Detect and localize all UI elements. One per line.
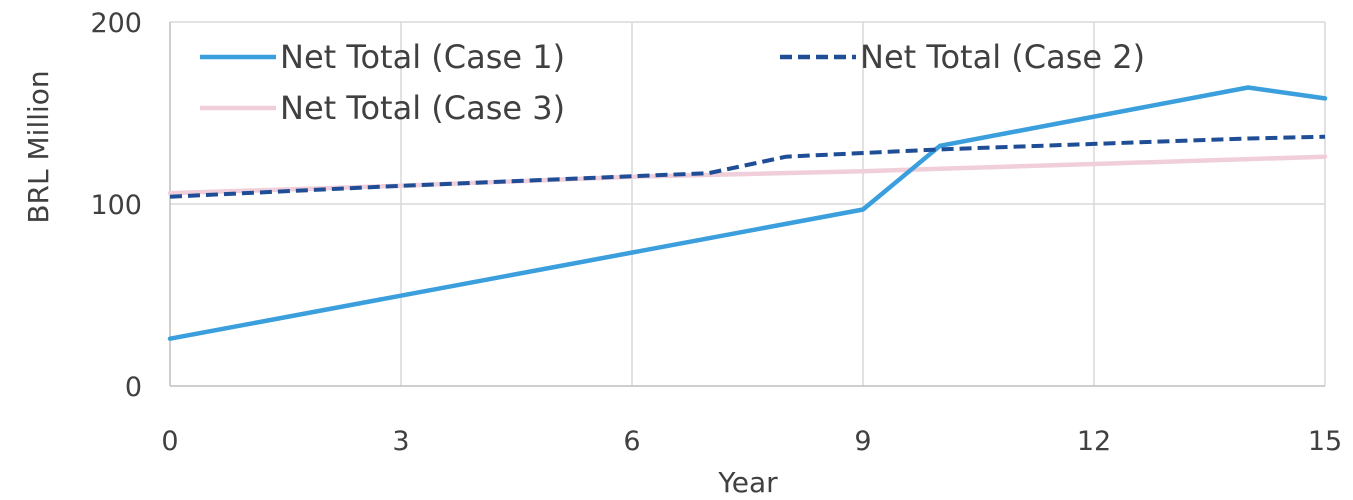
x-tick-label: 9 bbox=[854, 426, 871, 457]
legend: Net Total (Case 1) Net Total (Case 2) Net … bbox=[200, 38, 1145, 127]
y-axis-title: BRL Million bbox=[22, 70, 55, 223]
x-axis-title: Year bbox=[717, 466, 778, 499]
legend-label-case-2: Net Total (Case 2) bbox=[860, 38, 1145, 76]
x-tick-label: 6 bbox=[623, 426, 640, 457]
tick-labels: 0 3 6 9 12 15 0 100 200 bbox=[90, 8, 1342, 457]
legend-label-case-3: Net Total (Case 3) bbox=[280, 89, 565, 127]
legend-label-case-1: Net Total (Case 1) bbox=[280, 38, 565, 76]
x-tick-label: 12 bbox=[1077, 426, 1111, 457]
grid-lines bbox=[170, 21, 1326, 386]
y-tick-label: 0 bbox=[125, 372, 142, 403]
x-tick-label: 0 bbox=[161, 426, 178, 457]
series-layer bbox=[167, 85, 1328, 341]
series-line-case-1 bbox=[167, 85, 1328, 341]
y-tick-label: 200 bbox=[90, 8, 142, 39]
series-line-case-2 bbox=[169, 134, 1326, 199]
x-tick-label: 15 bbox=[1308, 426, 1342, 457]
y-tick-label: 100 bbox=[90, 190, 142, 221]
x-tick-label: 3 bbox=[392, 426, 409, 457]
series-line-case-3 bbox=[167, 154, 1328, 196]
axes bbox=[169, 22, 1325, 387]
